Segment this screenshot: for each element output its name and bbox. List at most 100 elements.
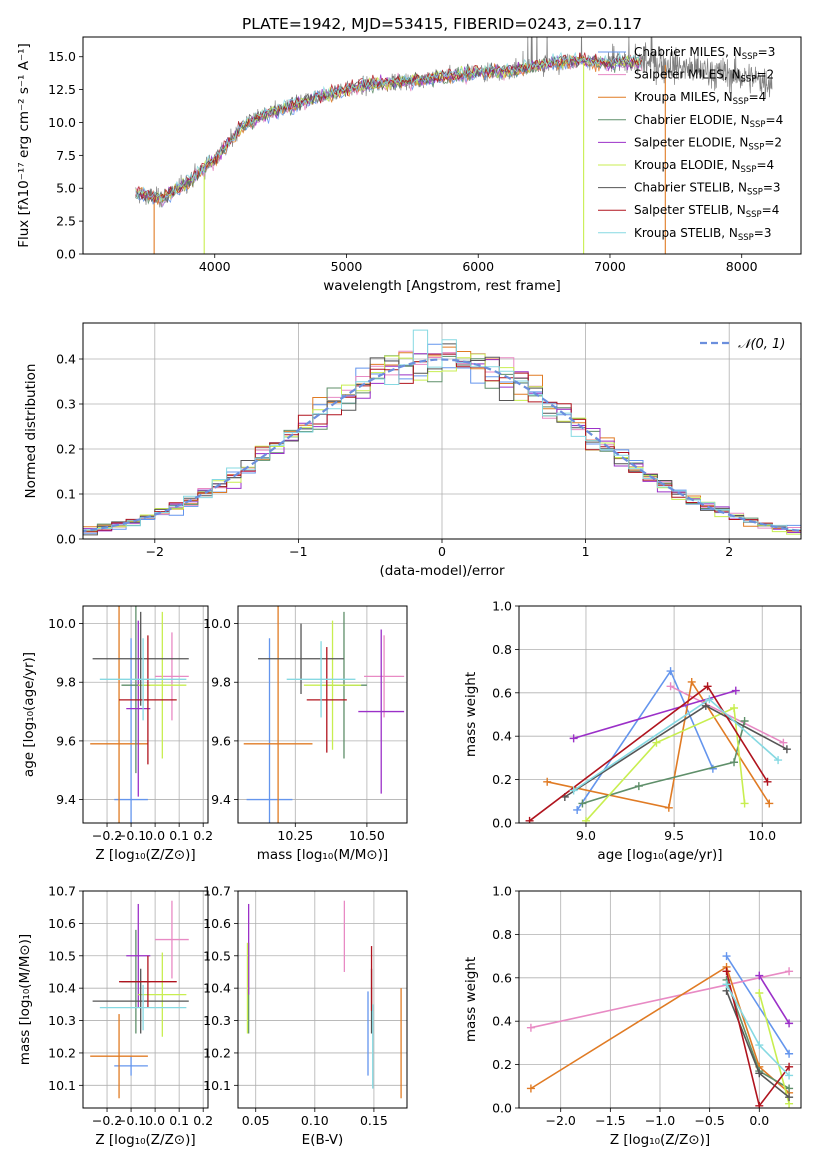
x-axis-label: Z [log₁₀(Z/Z⊙)]: [95, 1132, 195, 1148]
point-marker-salpeter_elodie: [785, 1019, 794, 1028]
y-axis-label: Normed distribution: [23, 364, 39, 499]
point-marker-kroupa_stelib: [785, 1071, 794, 1080]
x-tick-label: 0: [438, 544, 446, 559]
y-tick-label: 0.4: [492, 729, 512, 744]
y-tick-label: 10.3: [48, 1013, 76, 1028]
point-marker-chabrier_stelib: [701, 701, 710, 710]
x-tick-label: 0.0: [145, 1113, 165, 1128]
series-line-chabrier_stelib: [564, 704, 788, 798]
point-marker-salpeter_stelib: [763, 777, 772, 786]
legend-entry-salpeter_elodie: Salpeter ELODIE, NSSP=2: [634, 135, 782, 152]
y-tick-label: 12.5: [48, 82, 76, 97]
point-marker-kroupa_elodie: [581, 816, 590, 823]
plot-area: [526, 952, 794, 1108]
point-marker-chabrier_elodie: [785, 1084, 794, 1093]
model-spectrum-kroupa_stelib: [135, 51, 642, 202]
legend-subscript: SSP: [741, 165, 757, 175]
y-tick-label: 0.2: [492, 1057, 512, 1072]
x-tick-label: 0.0: [145, 828, 165, 843]
y-axis-label: mass weight: [463, 672, 479, 757]
ticks: 4000 5000 6000 7000 8000 0.0 2.5 5.0 7.5 10.0 12.5…: [48, 49, 758, 274]
point-marker-kroupa_stelib: [774, 756, 783, 765]
x-tick-label: 10.50: [349, 828, 385, 843]
x-tick-label: 4000: [199, 259, 231, 274]
y-axis-label: Flux [fλ10⁻¹⁷ erg cm⁻² s⁻¹ A⁻¹]: [16, 43, 32, 248]
point-marker-kroupa_elodie: [652, 738, 661, 747]
x-tick-label: −0.2: [92, 828, 122, 843]
axes-frame: [237, 890, 408, 1109]
legend-value: =4: [762, 203, 780, 217]
legend-value: =3: [763, 181, 781, 195]
ticks: −2.0 −1.5 −1.0 −0.5 0.0 0.0 0.2 0.4 0.6 0.8 1.0: [492, 884, 801, 1128]
y-tick-label: 9.4: [56, 792, 76, 807]
plot-area: [135, 37, 773, 254]
x-tick-label: 0.10: [301, 1113, 329, 1128]
legend-label-normal: 𝒩(0, 1): [738, 337, 785, 352]
y-tick-label: 9.8: [211, 675, 231, 690]
legend-value: =4: [766, 113, 784, 127]
point-marker-chabrier_stelib: [785, 1093, 794, 1102]
y-tick-label: 1.0: [492, 884, 512, 899]
legend-subscript: SSP: [742, 52, 758, 62]
series-line-chabrier_miles: [576, 669, 714, 811]
point-marker-chabrier_miles: [785, 1049, 794, 1058]
ticks: −0.2−0.10.0 0.1 0.2 10.1 10.2 10.3 10.4 10.5 10.…: [48, 884, 213, 1129]
point-marker-chabrier_elodie: [740, 717, 749, 726]
x-tick-label: 6000: [462, 259, 494, 274]
panel-massweight_vs_z: −2.0 −1.5 −1.0 −0.5 0.0 0.0 0.2 0.4 0.6 0.8 1.0 Z […: [463, 884, 802, 1148]
point-marker-chabrier_elodie: [730, 758, 739, 767]
point-marker-salpeter_stelib: [755, 1101, 764, 1108]
point-marker-chabrier_miles: [573, 805, 582, 814]
x-tick-label: −0.2: [92, 1113, 122, 1128]
legend-entry-salpeter_stelib: Salpeter STELIB, NSSP=4: [634, 203, 779, 220]
y-tick-label: 0.8: [492, 642, 512, 657]
x-tick-label: −1: [289, 544, 307, 559]
point-marker-salpeter_miles: [526, 1023, 535, 1032]
plot-area: [525, 667, 791, 823]
point-marker-kroupa_stelib: [569, 786, 578, 795]
axes-frame: [237, 605, 408, 824]
y-tick-label: 10.4: [48, 981, 76, 996]
legend-label: Salpeter MILES, N: [634, 68, 741, 82]
y-tick-label: 0.3: [56, 397, 76, 412]
y-tick-label: 0.0: [492, 816, 512, 831]
legend-value: =4: [749, 90, 767, 104]
legend-entry-chabrier_elodie: Chabrier ELODIE, NSSP=4: [634, 113, 783, 130]
point-marker-kroupa_stelib: [722, 980, 731, 989]
y-tick-label: 10.1: [203, 1078, 231, 1093]
point-marker-salpeter_elodie: [569, 734, 578, 743]
point-marker-kroupa_stelib: [755, 1041, 764, 1050]
point-marker-salpeter_stelib: [785, 1062, 794, 1071]
series-line-kroupa_miles: [547, 679, 770, 809]
legend-entry-kroupa_miles: Kroupa MILES, NSSP=4: [634, 90, 766, 107]
point-marker-salpeter_miles: [666, 682, 675, 691]
axes-frame: [518, 605, 802, 824]
x-tick-label: −0.1: [116, 828, 146, 843]
x-tick-label: 1: [582, 544, 590, 559]
x-tick-label: 10.25: [277, 828, 313, 843]
point-marker-salpeter_miles: [785, 967, 794, 976]
point-marker-chabrier_elodie: [634, 782, 643, 791]
x-tick-label: −2: [146, 544, 164, 559]
axes-frame: [82, 890, 209, 1109]
point-marker-salpeter_stelib: [722, 967, 731, 976]
y-tick-label: 0.8: [492, 927, 512, 942]
legend-entry-chabrier_miles: Chabrier MILES, NSSP=3: [634, 45, 775, 62]
legend-value: =3: [758, 45, 776, 59]
x-axis-label: Z [log₁₀(Z/Z⊙)]: [610, 1132, 710, 1148]
y-tick-label: 10.6: [48, 916, 76, 931]
x-axis-label: E(B-V): [302, 1132, 344, 1148]
legend-entry-kroupa_stelib: Kroupa STELIB, NSSP=3: [634, 226, 772, 243]
y-tick-label: 9.6: [56, 733, 76, 748]
panel-spectrum: 4000 5000 6000 7000 8000 0.0 2.5 5.0 7.5 10.0 12.5…: [16, 15, 802, 294]
point-marker-chabrier_miles: [722, 952, 731, 961]
series-line-salpeter_elodie: [573, 689, 737, 740]
axes-frame: [518, 890, 802, 1109]
x-tick-label: −0.1: [116, 1113, 146, 1128]
legend-label: Salpeter ELODIE, N: [634, 135, 748, 149]
y-tick-label: 0.4: [56, 352, 76, 367]
x-tick-label: −0.5: [694, 1113, 724, 1128]
x-tick-label: 0.2: [193, 828, 213, 843]
panel-residuals: −2 −1 0 1 2 0.0 0.1 0.2 0.3 0.4 (data-model)/error…: [23, 322, 802, 579]
